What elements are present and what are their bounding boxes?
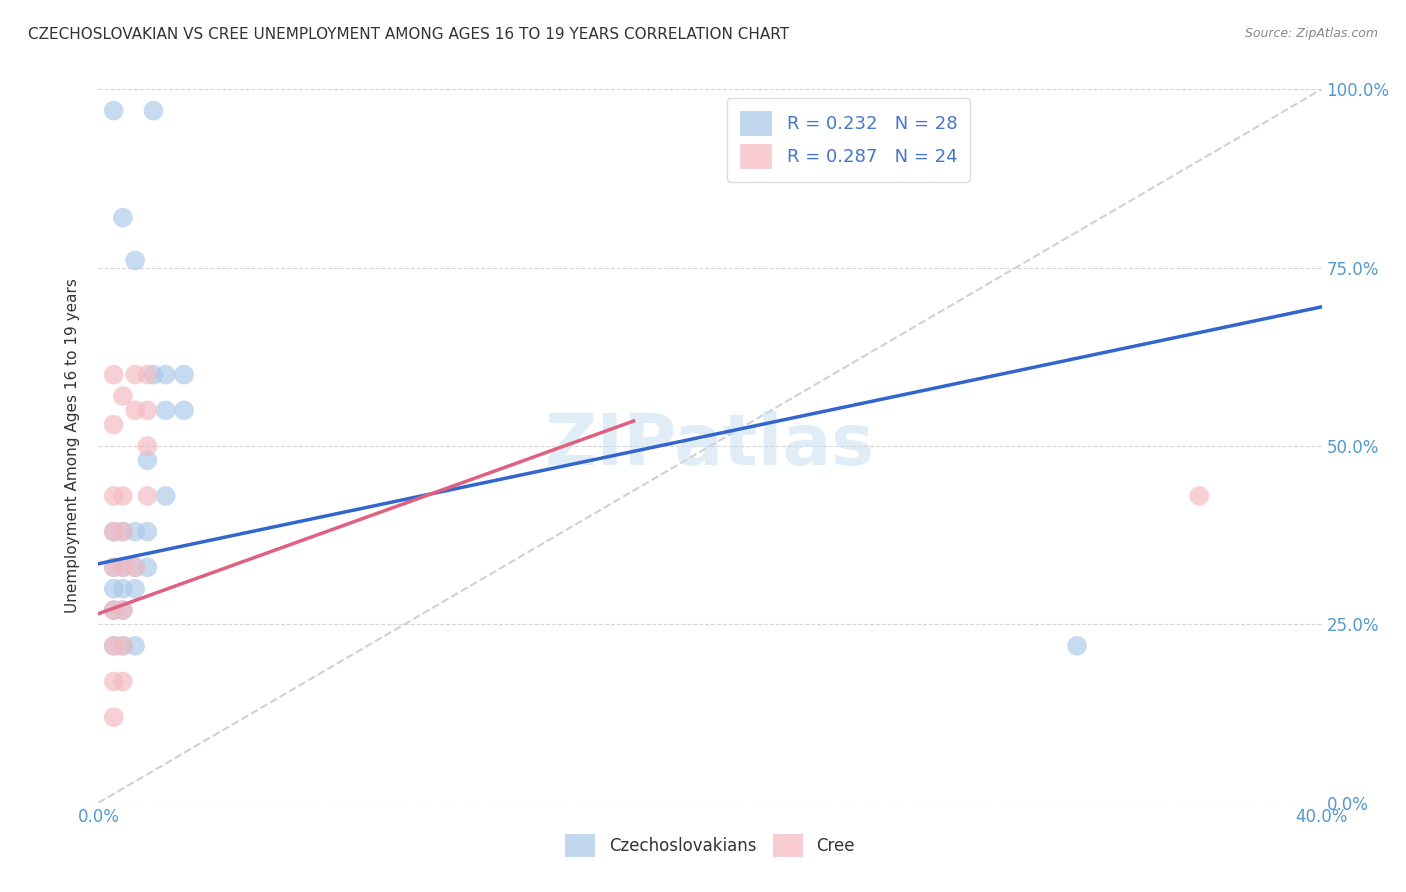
- Point: [103, 639, 125, 653]
- Point: [124, 560, 146, 574]
- Point: [124, 403, 146, 417]
- Point: [136, 453, 159, 467]
- Point: [124, 582, 146, 596]
- Point: [103, 489, 125, 503]
- Point: [124, 368, 146, 382]
- Point: [142, 103, 165, 118]
- Point: [103, 603, 125, 617]
- Legend: Czechoslovakians, Cree: Czechoslovakians, Cree: [557, 826, 863, 866]
- Point: [111, 524, 134, 539]
- Point: [155, 403, 177, 417]
- Point: [103, 417, 125, 432]
- Point: [111, 603, 134, 617]
- Point: [103, 560, 125, 574]
- Point: [124, 560, 146, 574]
- Point: [103, 524, 125, 539]
- Point: [111, 489, 134, 503]
- Point: [111, 211, 134, 225]
- Point: [136, 524, 159, 539]
- Point: [111, 603, 134, 617]
- Point: [136, 560, 159, 574]
- Point: [136, 403, 159, 417]
- Point: [111, 639, 134, 653]
- Point: [155, 368, 177, 382]
- Point: [142, 368, 165, 382]
- Point: [1188, 489, 1211, 503]
- Text: Source: ZipAtlas.com: Source: ZipAtlas.com: [1244, 27, 1378, 40]
- Point: [136, 368, 159, 382]
- Point: [103, 524, 125, 539]
- Point: [136, 489, 159, 503]
- Point: [124, 524, 146, 539]
- Point: [155, 489, 177, 503]
- Text: ZIPatlas: ZIPatlas: [546, 411, 875, 481]
- Point: [124, 639, 146, 653]
- Y-axis label: Unemployment Among Ages 16 to 19 years: Unemployment Among Ages 16 to 19 years: [65, 278, 80, 614]
- Point: [124, 253, 146, 268]
- Point: [111, 582, 134, 596]
- Point: [111, 560, 134, 574]
- Point: [103, 710, 125, 724]
- Point: [1066, 639, 1088, 653]
- Point: [136, 439, 159, 453]
- Point: [173, 403, 195, 417]
- Point: [111, 674, 134, 689]
- Point: [111, 639, 134, 653]
- Point: [103, 368, 125, 382]
- Point: [173, 368, 195, 382]
- Point: [111, 524, 134, 539]
- Point: [111, 560, 134, 574]
- Point: [103, 582, 125, 596]
- Point: [103, 674, 125, 689]
- Point: [103, 103, 125, 118]
- Text: CZECHOSLOVAKIAN VS CREE UNEMPLOYMENT AMONG AGES 16 TO 19 YEARS CORRELATION CHART: CZECHOSLOVAKIAN VS CREE UNEMPLOYMENT AMO…: [28, 27, 789, 42]
- Point: [103, 639, 125, 653]
- Point: [103, 560, 125, 574]
- Point: [111, 389, 134, 403]
- Point: [103, 603, 125, 617]
